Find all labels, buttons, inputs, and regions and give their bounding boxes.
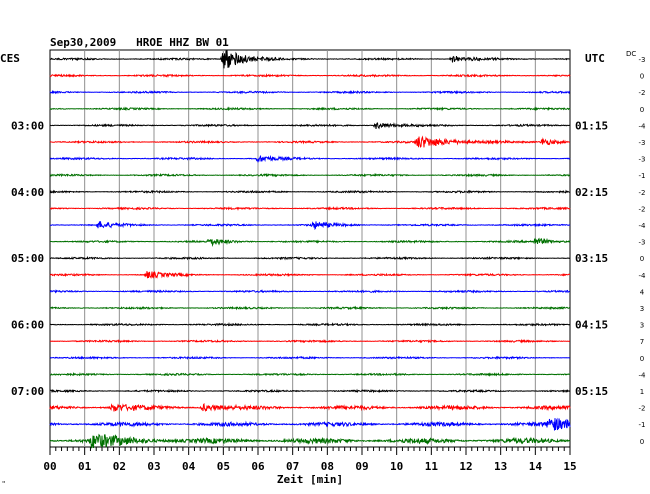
- x-tick-label: 08: [321, 460, 334, 473]
- dc-value: 3: [640, 322, 644, 330]
- x-tick-label: 01: [78, 460, 92, 473]
- left-time-label: 04:00: [11, 186, 44, 199]
- dc-value: 7: [640, 338, 644, 346]
- trace-row-1: [49, 73, 571, 78]
- trace-row-16: [49, 321, 571, 327]
- x-axis-label: Zeit [min]: [277, 473, 343, 486]
- dc-value: -1: [639, 421, 646, 429]
- x-tick-label: 11: [425, 460, 439, 473]
- trace-row-4: [49, 122, 571, 130]
- trace-row-14: [49, 289, 571, 294]
- trace-row-15: [49, 305, 570, 311]
- x-tick-label: 06: [251, 460, 265, 473]
- dc-value: 1: [640, 388, 644, 396]
- dc-value: 3: [640, 305, 644, 313]
- trace-row-18: [49, 355, 571, 361]
- chart-title: Sep30,2009 HROE HHZ BW 01: [50, 36, 229, 49]
- dc-value: -2: [639, 405, 646, 413]
- trace-row-22: [49, 417, 571, 431]
- trace-row-9: [49, 206, 571, 211]
- left-time-label: 05:00: [11, 252, 44, 265]
- right-time-label: 02:15: [575, 186, 608, 199]
- dc-value: -1: [639, 172, 646, 180]
- trace-row-8: [49, 189, 571, 195]
- x-tick-label: 00: [43, 460, 56, 473]
- dc-value: -4: [639, 272, 647, 280]
- x-tick-label: 03: [147, 460, 160, 473]
- dc-value: -4: [639, 122, 647, 130]
- left-time-label: 07:00: [11, 385, 44, 398]
- dc-value: -3: [639, 156, 646, 164]
- trace-row-21: [49, 402, 571, 412]
- x-tick-label: 10: [390, 460, 403, 473]
- trace-row-5: [49, 135, 571, 148]
- x-tick-label: 02: [113, 460, 126, 473]
- x-tick-label: 15: [563, 460, 576, 473]
- corner-mark: ": [2, 480, 5, 488]
- dc-value: 4: [640, 288, 645, 296]
- dc-header: DC: [626, 50, 636, 58]
- dc-value: -3: [639, 139, 646, 147]
- minute-grid: [49, 49, 571, 455]
- trace-row-19: [49, 372, 571, 377]
- dc-value: 0: [640, 73, 644, 81]
- dc-value: -2: [639, 89, 646, 97]
- x-tick-label: 05: [217, 460, 230, 473]
- dc-value: 0: [640, 438, 644, 446]
- trace-row-12: [49, 255, 571, 261]
- trace-row-10: [50, 221, 571, 231]
- right-time-label: 05:15: [575, 385, 608, 398]
- x-tick-label: 04: [182, 460, 196, 473]
- seismogram-traces: [49, 49, 571, 449]
- dc-value: -2: [639, 189, 646, 197]
- x-tick-label: 12: [459, 460, 472, 473]
- dc-value: 0: [640, 255, 644, 263]
- dc-value: 0: [640, 355, 644, 363]
- left-time-label: 03:00: [11, 119, 44, 132]
- x-tick-label: 14: [529, 460, 543, 473]
- right-header: UTC: [585, 52, 605, 65]
- x-tick-label: 07: [286, 460, 299, 473]
- axis-labels: 00 01 02 03 04 05 06 07 08 09 10 11 12 13 14 1503:0004:…: [11, 56, 646, 473]
- dc-value: -2: [639, 205, 646, 213]
- x-tick-label: 13: [494, 460, 507, 473]
- trace-row-20: [49, 388, 571, 394]
- dc-value: -3: [639, 56, 646, 64]
- left-header: CES: [0, 52, 20, 65]
- left-time-label: 06:00: [11, 319, 44, 332]
- x-tick-label: 09: [355, 460, 368, 473]
- dc-value: -4: [639, 222, 647, 230]
- dc-value: -4: [639, 371, 647, 379]
- trace-row-11: [50, 237, 571, 247]
- trace-row-0: [49, 49, 571, 69]
- trace-row-3: [49, 106, 571, 112]
- trace-row-2: [49, 89, 571, 95]
- trace-row-17: [49, 338, 570, 344]
- trace-row-23: [49, 433, 571, 449]
- trace-row-13: [49, 270, 571, 279]
- right-time-label: 01:15: [575, 119, 608, 132]
- right-time-label: 04:15: [575, 319, 608, 332]
- dc-value: 0: [640, 106, 644, 114]
- trace-row-7: [49, 172, 571, 178]
- dc-value: -3: [639, 239, 646, 247]
- trace-row-6: [49, 154, 571, 163]
- right-time-label: 03:15: [575, 252, 608, 265]
